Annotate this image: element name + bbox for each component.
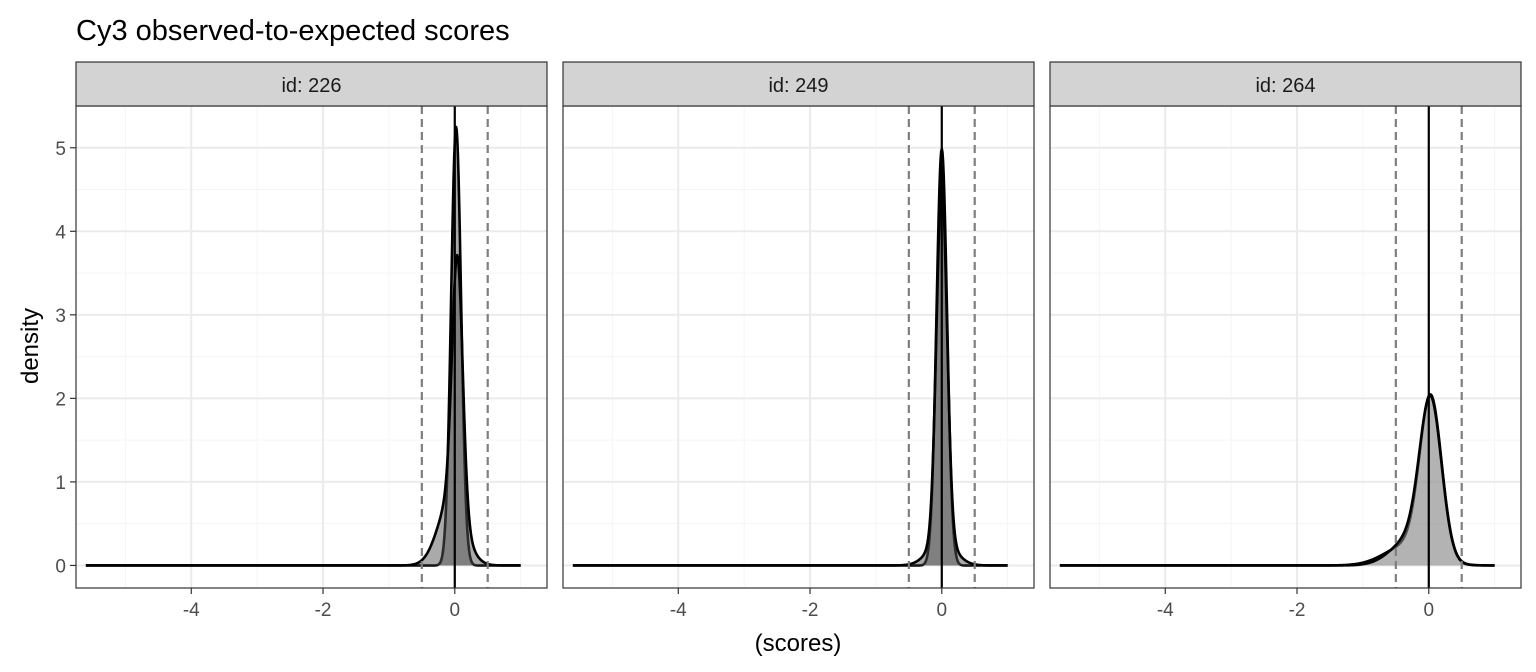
facet-strip-label: id: 226 [281, 75, 341, 97]
facet-strip [562, 61, 1035, 107]
density-curve-2 [85, 253, 522, 567]
density-curve-2 [572, 185, 1009, 567]
facet-panel-226: id: 226 -4 -2 0 [75, 61, 548, 621]
y-tick-label: 3 [55, 306, 66, 327]
x-tick-label: -4 [670, 600, 687, 621]
y-tick-label: 5 [55, 139, 66, 160]
x-tick-label: -2 [1289, 600, 1306, 621]
facet-panel-249: id: 249 -4 -2 0 [562, 61, 1035, 621]
x-tick-label: 0 [449, 600, 460, 621]
x-tick-label: -4 [1157, 600, 1174, 621]
x-tick-label: -2 [315, 600, 332, 621]
y-tick-label: 1 [55, 473, 66, 494]
y-tick-label: 0 [55, 556, 66, 577]
panel-background [563, 106, 1034, 588]
density-curve-2 [1059, 394, 1496, 567]
chart-title: Cy3 observed-to-expected scores [76, 15, 510, 47]
x-axis-label: (scores) [755, 630, 842, 657]
density-area-2 [1059, 395, 1495, 566]
facet-strip [1049, 61, 1522, 107]
facet-strip-label: id: 264 [1255, 75, 1315, 97]
x-tick-label: -4 [183, 600, 200, 621]
panel-background [1050, 106, 1521, 588]
facet-strip-label: id: 249 [768, 75, 828, 97]
y-tick-label: 4 [55, 222, 66, 243]
y-tick-label: 2 [55, 389, 66, 410]
facet-panels: id: 226 -4 -2 0 id: 249 -4 -2 0 id: 264 -4 -2 0 0 1 2 3… [55, 61, 1522, 621]
facet-panel-264: id: 264 -4 -2 0 [1049, 61, 1522, 621]
facet-strip [75, 61, 548, 107]
x-tick-label: 0 [936, 600, 947, 621]
y-axis-label: density [17, 308, 44, 384]
x-tick-label: 0 [1423, 600, 1434, 621]
x-tick-label: -2 [802, 600, 819, 621]
panel-background [76, 106, 547, 588]
